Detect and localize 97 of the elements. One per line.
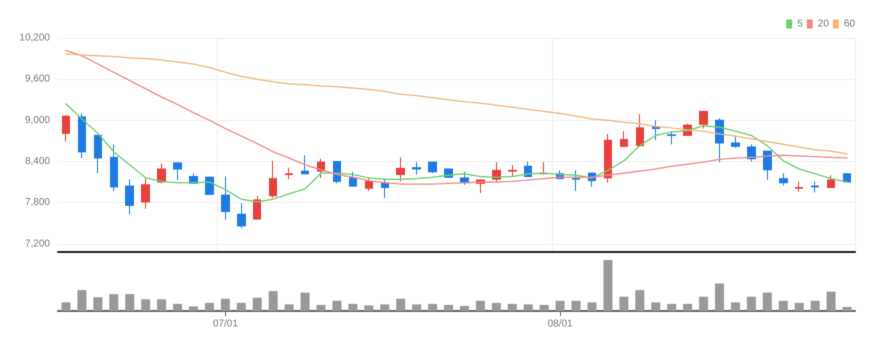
- bar: [300, 292, 310, 311]
- bar: [268, 291, 278, 311]
- candlestick: [620, 130, 628, 147]
- bar: [77, 290, 86, 311]
- candlestick: [795, 180, 803, 192]
- bar: [316, 304, 326, 311]
- bar: [842, 306, 852, 311]
- bar: [61, 302, 70, 311]
- line-series: [65, 103, 848, 203]
- y-tick-label: 10,200: [19, 32, 50, 44]
- candlestick: [125, 178, 134, 215]
- candlestick: [412, 162, 421, 175]
- candlestick: [285, 167, 293, 180]
- candlestick: [78, 112, 86, 159]
- bar: [826, 292, 836, 311]
- bar: [667, 304, 676, 311]
- bar: [651, 302, 660, 311]
- bar: [810, 300, 820, 311]
- bar: [715, 283, 724, 311]
- bar: [332, 300, 342, 311]
- bar: [794, 302, 804, 311]
- bar: [524, 304, 533, 311]
- candlestick: [636, 114, 644, 146]
- bar: [93, 297, 102, 311]
- candlestick: [301, 154, 309, 174]
- bar: [173, 304, 182, 311]
- bar: [141, 299, 150, 311]
- bar: [412, 304, 422, 311]
- bar: [476, 300, 485, 311]
- candlestick: [253, 195, 261, 220]
- bar: [428, 304, 438, 311]
- candlestick: [508, 164, 517, 178]
- candlestick: [62, 114, 70, 142]
- candlestick: [94, 134, 102, 174]
- candlestick: [365, 178, 373, 192]
- candlestick: [349, 171, 357, 187]
- candlestick: [205, 176, 214, 195]
- bar: [572, 300, 581, 311]
- candlestick: [141, 178, 150, 210]
- x-tick-label: 08/01: [548, 318, 574, 330]
- bar: [252, 298, 262, 311]
- bar: [603, 260, 612, 311]
- bar: [236, 302, 246, 311]
- bar: [587, 302, 596, 311]
- candlestick: [396, 156, 405, 182]
- bar: [460, 306, 469, 311]
- bar: [396, 298, 406, 311]
- candlestick: [604, 134, 612, 184]
- bar: [220, 298, 230, 311]
- candlestick: [237, 202, 246, 228]
- y-tick-label: 8,400: [24, 156, 50, 167]
- line-series: [65, 50, 848, 185]
- bar: [444, 304, 454, 311]
- bar: [762, 292, 772, 311]
- bar: [188, 306, 198, 311]
- bar: [348, 304, 358, 311]
- bar: [364, 305, 374, 311]
- bar: [699, 296, 708, 311]
- candlestick: [699, 110, 708, 130]
- bar: [125, 294, 134, 311]
- legend-label: 20: [818, 18, 830, 30]
- bar: [492, 302, 501, 311]
- bar: [284, 304, 294, 311]
- candlestick: [110, 144, 118, 192]
- bar: [778, 300, 788, 311]
- line-series: [65, 53, 848, 155]
- candlestick: [221, 176, 230, 220]
- y-tick-label: 7,800: [24, 197, 50, 208]
- candlestick: [269, 160, 277, 198]
- bar: [746, 296, 756, 311]
- bar: [730, 302, 740, 311]
- bar: [556, 300, 565, 311]
- candlestick: [811, 180, 819, 193]
- bar: [540, 304, 549, 311]
- candlestick: [827, 174, 835, 189]
- candlestick: [572, 170, 580, 192]
- bar: [683, 304, 692, 311]
- bar: [157, 299, 166, 311]
- y-tick-label: 9,000: [24, 114, 50, 126]
- y-tick-label: 7,200: [24, 238, 50, 250]
- legend-label: 5: [797, 18, 804, 30]
- bar: [619, 296, 628, 311]
- bar: [204, 302, 214, 311]
- candlestick: [173, 162, 182, 180]
- candlestick: [843, 173, 851, 183]
- bar: [109, 294, 118, 311]
- legend-label: 60: [844, 18, 856, 30]
- candlestick: [157, 163, 166, 184]
- y-tick-label: 9,600: [24, 74, 50, 85]
- x-tick-label: 07/01: [212, 318, 238, 330]
- bar: [380, 304, 390, 311]
- candlestick: [763, 150, 772, 180]
- candlestick: [731, 134, 740, 148]
- bar: [508, 304, 517, 311]
- bar: [635, 290, 644, 311]
- candlestick: [779, 172, 788, 186]
- candlestick: [428, 160, 437, 174]
